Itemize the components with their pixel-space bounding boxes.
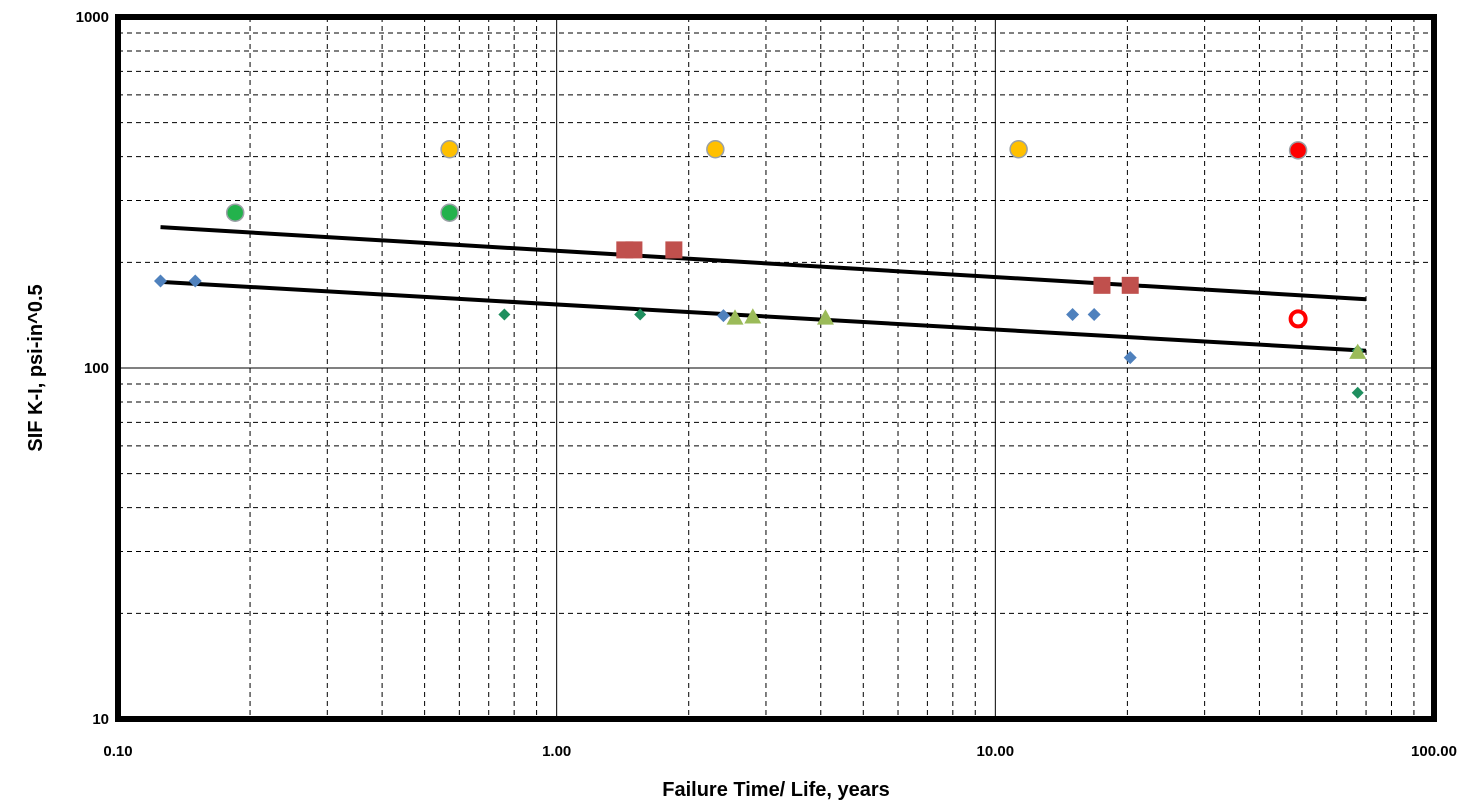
diamond-marker <box>154 274 168 288</box>
circle-marker <box>1009 139 1028 159</box>
circle-marker <box>440 139 459 159</box>
data-points-layer <box>154 139 1367 399</box>
diamond-marker <box>1123 351 1137 365</box>
square-marker <box>625 241 643 259</box>
square-marker <box>1093 276 1111 294</box>
grid-layer <box>117 16 1435 720</box>
y-axis-title: SIF K-I, psi-in^0.5 <box>25 284 47 451</box>
x-tick-label: 0.10 <box>103 743 132 760</box>
x-tick-label: 100.00 <box>1411 743 1457 760</box>
x-tick-label: 10.00 <box>977 743 1015 760</box>
trendline <box>160 225 1367 302</box>
square-marker <box>665 241 683 259</box>
circle-marker <box>225 203 245 222</box>
plot-area-border <box>115 14 1437 722</box>
diamond-marker <box>1066 308 1080 322</box>
square-marker <box>1121 276 1139 294</box>
ring-marker <box>1288 309 1308 329</box>
diamond-marker <box>1087 308 1101 322</box>
trendline <box>160 279 1367 353</box>
diamond-marker <box>498 308 511 321</box>
circle-marker <box>1288 141 1308 160</box>
y-tick-label: 100 <box>84 360 109 377</box>
y-axis-tick-labels: 10 100 1000 <box>76 9 109 728</box>
triangle-marker <box>816 309 834 325</box>
triangle-marker <box>726 309 744 325</box>
diamond-marker <box>634 308 647 321</box>
diamond-marker <box>716 309 730 323</box>
triangle-marker <box>744 308 762 324</box>
x-axis-tick-labels: 0.10 1.00 10.00 100.00 <box>103 743 1457 760</box>
diamond-marker <box>1351 386 1364 399</box>
trendline-layer <box>160 225 1367 353</box>
circle-marker <box>440 203 459 222</box>
y-tick-label: 1000 <box>76 9 109 26</box>
circle-marker <box>706 139 725 159</box>
diamond-marker <box>188 274 202 288</box>
triangle-marker <box>1349 343 1367 359</box>
x-axis-title: Failure Time/ Life, years <box>662 779 890 801</box>
y-tick-label: 10 <box>92 711 109 728</box>
x-tick-label: 1.00 <box>542 743 571 760</box>
